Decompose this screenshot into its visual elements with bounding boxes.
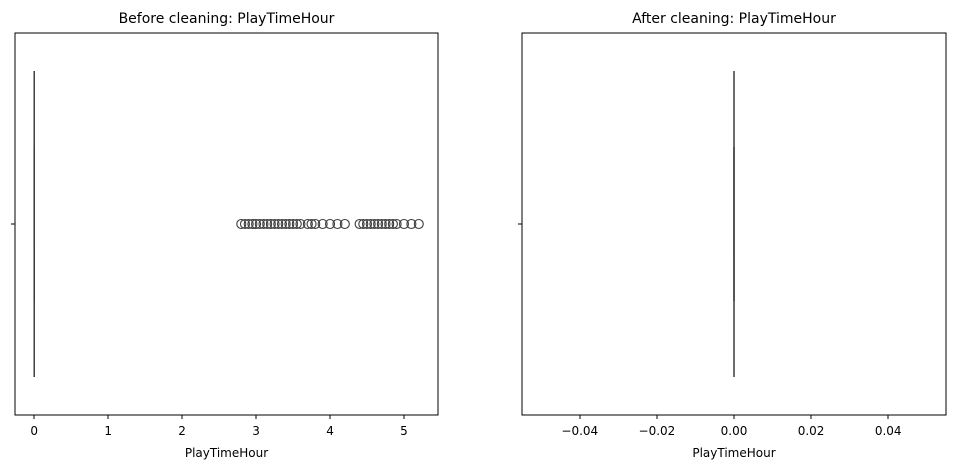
outlier-point (332, 218, 343, 230)
outlier-point (361, 218, 373, 230)
outlier-point (247, 218, 258, 230)
outlier-point (280, 218, 291, 230)
outlier-point (251, 218, 262, 230)
x-tick-label-before-5: 5 (400, 424, 408, 438)
outlier-point (380, 218, 391, 230)
outlier-point (262, 218, 273, 230)
outlier-point (265, 218, 276, 230)
x-tick-label-after-2: 0.00 (721, 424, 748, 438)
box-marks-before (33, 71, 424, 377)
outlier-point (243, 218, 254, 230)
outlier-point (413, 218, 424, 230)
outlier-point (291, 218, 302, 230)
outlier-point (295, 218, 306, 230)
outlier-point (354, 218, 365, 230)
outlier-point (276, 218, 288, 230)
outlier-point (302, 218, 313, 230)
outlier-point (269, 218, 280, 230)
outlier-point (284, 218, 295, 230)
outlier-point (236, 218, 247, 230)
outlier-point (387, 218, 398, 230)
x-ticks-after: −0.04 −0.02 0.00 0.02 0.04 (518, 223, 902, 438)
x-tick-label-before-2: 2 (178, 424, 186, 438)
x-tick-label-after-3: 0.02 (798, 424, 825, 438)
outlier-point (254, 218, 265, 230)
outlier-point (406, 218, 417, 230)
x-axis-label-before: PlayTimeHour (185, 446, 268, 460)
outlier-point (369, 218, 380, 230)
outlier-point (373, 218, 384, 230)
panel-after: After cleaning: PlayTimeHour PlayTimeHou… (518, 11, 947, 460)
outlier-point (324, 218, 336, 230)
outlier-point (317, 218, 328, 230)
outlier-point (239, 218, 251, 230)
outlier-point (365, 218, 376, 230)
x-tick-label-before-3: 3 (252, 424, 260, 438)
panel-before: Before cleaning: PlayTimeHour PlayTimeHo… (11, 11, 439, 460)
outlier-point (376, 218, 387, 230)
outlier-point (398, 218, 410, 230)
x-tick-label-after-1: −0.02 (639, 424, 676, 438)
plot-frame-before (14, 32, 439, 416)
outlier-point (310, 218, 321, 230)
outlier-point (306, 218, 317, 230)
x-ticks-before: 0 1 2 3 4 5 (11, 223, 408, 438)
outlier-point (339, 218, 350, 230)
outlier-point (358, 218, 369, 230)
outlier-point (384, 218, 395, 230)
x-tick-label-after-0: −0.04 (561, 424, 598, 438)
x-tick-label-before-4: 4 (326, 424, 334, 438)
x-axis-label-after: PlayTimeHour (692, 446, 775, 460)
outlier-point (258, 218, 269, 230)
chart-title-before: Before cleaning: PlayTimeHour (119, 11, 335, 27)
outlier-point (288, 218, 299, 230)
chart-title-after: After cleaning: PlayTimeHour (632, 11, 836, 27)
x-tick-label-after-4: 0.04 (875, 424, 902, 438)
outlier-point (391, 218, 402, 230)
x-tick-label-before-0: 0 (30, 424, 38, 438)
outlier-point (273, 218, 284, 230)
x-tick-label-before-1: 1 (104, 424, 112, 438)
